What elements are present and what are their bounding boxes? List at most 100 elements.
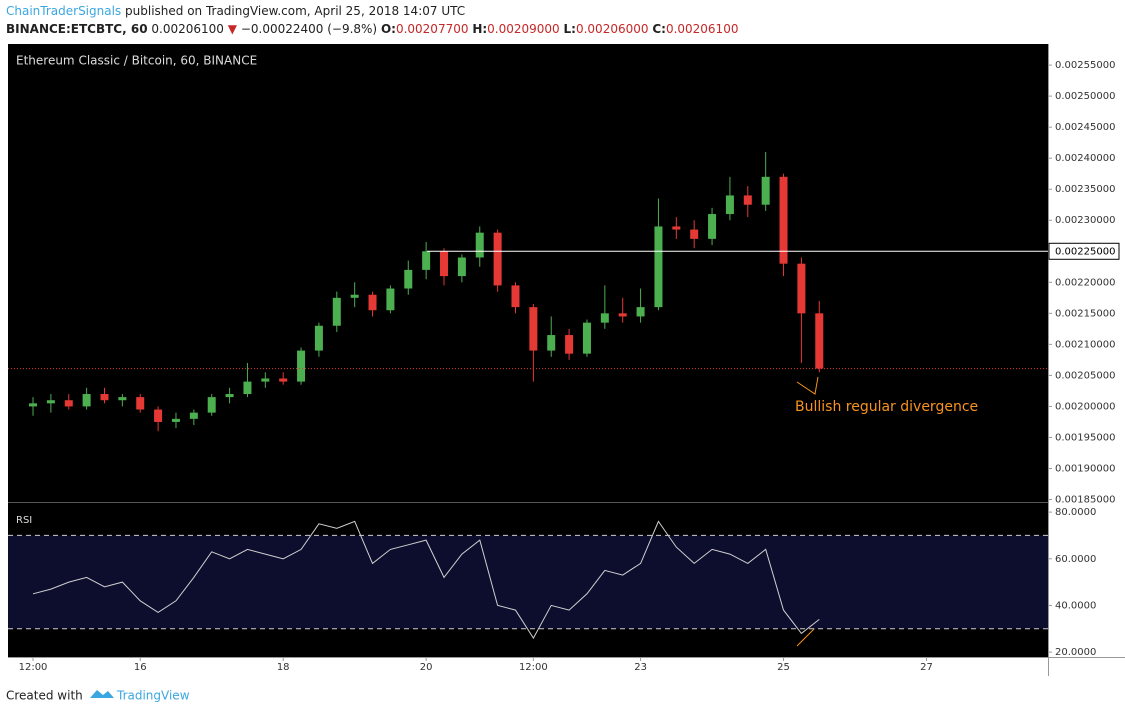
y-tick-label: 0.00250000 (1055, 91, 1115, 102)
candle-body (600, 313, 609, 323)
tv-logo (90, 690, 114, 698)
y-tick-label: 0.00255000 (1055, 60, 1115, 71)
h-label: H: (472, 22, 488, 36)
annotation: Bullish regular divergence (795, 399, 978, 415)
y-tick-label: 0.00220000 (1055, 277, 1115, 288)
candle-body (118, 397, 127, 401)
y-tick-label: 0.00195000 (1055, 432, 1115, 443)
y-tick-label: 0.00240000 (1055, 153, 1115, 164)
candle-body (29, 403, 38, 407)
y-tick-label: 40.0000 (1055, 600, 1096, 611)
x-tick-label: 27 (920, 662, 933, 673)
x-tick-label: 23 (634, 662, 647, 673)
candle-body (690, 229, 699, 239)
candle-body (529, 307, 538, 351)
candle-body (511, 285, 520, 308)
y-tick-label: 0.00235000 (1055, 184, 1115, 195)
candle-body (708, 214, 717, 239)
candle-body (440, 251, 449, 277)
author[interactable]: ChainTraderSignals (6, 4, 122, 18)
candle-body (457, 257, 466, 277)
candle-body (654, 226, 663, 308)
rsi-line (32, 520, 820, 640)
price-label-box (1048, 242, 1120, 260)
candle-body (582, 322, 591, 354)
y-tick-label: 0.00230000 (1055, 215, 1115, 226)
low: 0.00206000 (575, 22, 649, 36)
last: 0.00206100 (151, 22, 224, 36)
candle-body (493, 232, 502, 286)
candle-body (565, 335, 574, 354)
arrow: ▼ (227, 22, 237, 36)
candle-body (297, 350, 306, 382)
high: 0.00209000 (487, 22, 560, 36)
l-label: L: (563, 22, 576, 36)
candle-body (815, 313, 824, 369)
chart-title: Ethereum Classic / Bitcoin, 60, BINANCE (16, 54, 257, 68)
rsi-title: RSI (16, 515, 32, 526)
x-tick-label: 12:00 (19, 662, 48, 673)
candle-body (761, 176, 770, 205)
candle-body (404, 269, 413, 289)
y-tick-label: 0.00215000 (1055, 308, 1115, 319)
candle-body (743, 195, 752, 205)
candle-body (189, 412, 198, 419)
candle-body (314, 325, 323, 351)
change: −0.00022400 (−9.8%) (240, 22, 378, 36)
close: 0.00206100 (665, 22, 739, 36)
y-tick-label: 60.0000 (1055, 554, 1096, 565)
y-tick-label: 0.00205000 (1055, 370, 1115, 381)
candle-body (279, 378, 288, 382)
price-pane (8, 44, 1048, 502)
candle-body (422, 251, 431, 270)
candle-body (171, 418, 180, 422)
x-tick-label: 18 (277, 662, 290, 673)
y-tick-label: 0.00185000 (1055, 495, 1115, 506)
symbol: BINANCE:ETCBTC, 60 (6, 22, 148, 36)
x-tick-label: 25 (777, 662, 790, 673)
candle-body (243, 381, 252, 395)
divergence-line (796, 376, 819, 395)
y-tick-label: 0.00190000 (1055, 463, 1115, 474)
c-label: C: (652, 22, 666, 36)
y-tick-label: 80.0000 (1055, 507, 1096, 518)
y-tick-label: 0.00210000 (1055, 339, 1115, 350)
o-label: O: (380, 22, 396, 36)
candle-body (100, 394, 109, 401)
candle-body (82, 394, 91, 407)
candle-body (797, 263, 806, 314)
rsi-band (8, 535, 1048, 629)
candle-body (547, 335, 556, 351)
candle-body (386, 288, 395, 311)
footer-brand[interactable]: TradingView (116, 689, 190, 703)
candle-body (261, 378, 270, 382)
candle-body (136, 397, 145, 410)
y-tick-label: 0.00200000 (1055, 401, 1115, 412)
quote-line: BINANCE:ETCBTC, 60 0.00206100 ▼ −0.00022… (6, 22, 738, 36)
candle-body (64, 400, 73, 407)
y-tick-label: 20.0000 (1055, 647, 1096, 658)
candle-body (207, 397, 216, 413)
candle-body (332, 297, 341, 326)
x-tick-label: 12:00 (519, 662, 548, 673)
candle-body (46, 400, 55, 404)
open: 0.00207700 (395, 22, 469, 36)
candle-body (350, 294, 359, 298)
y-tick-label: 0.00245000 (1055, 122, 1115, 133)
x-tick-label: 16 (134, 662, 147, 673)
candle-body (368, 294, 377, 311)
candle-body (725, 195, 734, 215)
price-label: 0.00225000 (1055, 246, 1115, 257)
header-line: ChainTraderSignals published on TradingV… (6, 4, 465, 18)
candle-body (225, 394, 234, 398)
published: published on TradingView.com, April 25, … (125, 4, 466, 18)
candle-body (154, 409, 163, 422)
candle-body (636, 307, 645, 317)
candle-body (618, 313, 627, 317)
footer-created: Created with (6, 689, 83, 703)
candle-body (672, 226, 681, 230)
candle-body (475, 232, 484, 258)
candle-body (779, 176, 788, 264)
